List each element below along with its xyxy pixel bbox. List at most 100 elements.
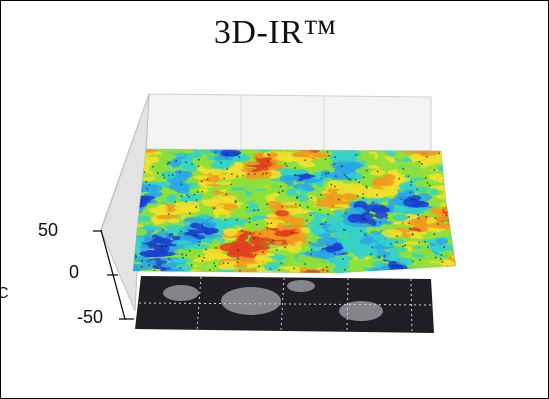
surface-speckle	[438, 152, 440, 155]
surface-patch	[443, 223, 455, 231]
surface-patch	[373, 234, 386, 242]
surface-patch	[448, 214, 456, 223]
surface-speckle	[386, 217, 388, 219]
surface-patch	[172, 157, 182, 166]
surface-speckle	[411, 233, 414, 235]
surface-patch	[435, 238, 449, 245]
surface-speckle	[443, 246, 445, 248]
surface-speckle	[327, 172, 330, 174]
surface-patch	[451, 222, 456, 227]
surface-speckle	[410, 184, 412, 186]
surface-patch	[441, 149, 455, 154]
surface-speckle	[342, 258, 344, 260]
surface-speckle	[237, 258, 240, 260]
surface-patch	[345, 161, 362, 170]
surface-patch	[210, 161, 231, 169]
surface-speckle	[284, 162, 287, 165]
surface-speckle	[269, 268, 272, 270]
surface-patch	[278, 230, 290, 237]
surface-speckle	[308, 241, 311, 244]
surface-speckle	[182, 256, 184, 259]
surface-patch	[319, 252, 332, 260]
surface-speckle	[348, 178, 350, 180]
surface-speckle	[203, 257, 205, 259]
surface-patch	[240, 168, 253, 173]
surface-patch	[436, 194, 452, 199]
surface-speckle	[253, 209, 256, 212]
surface-speckle	[341, 165, 343, 167]
surface-patch	[444, 154, 456, 162]
surface-patch	[158, 204, 168, 211]
surface-speckle	[272, 239, 274, 241]
surface-patch	[372, 158, 391, 167]
surface-patch	[171, 258, 191, 263]
surface-speckle	[343, 228, 345, 231]
surface-speckle	[310, 197, 313, 199]
surface-speckle	[365, 185, 367, 187]
surface-speckle	[224, 218, 227, 221]
surface-patch	[355, 268, 367, 273]
surface-patch	[317, 273, 335, 277]
surface-speckle	[167, 213, 170, 215]
surface-patch	[364, 158, 374, 163]
surface-patch	[267, 152, 279, 159]
surface-speckle	[279, 185, 282, 188]
surface-patch	[223, 217, 244, 226]
surface-speckle	[275, 249, 278, 251]
surface-patch	[166, 218, 181, 223]
surface-patch	[383, 173, 396, 181]
surface-speckle	[171, 174, 174, 176]
surface-patch	[232, 155, 251, 162]
surface-patch	[251, 251, 268, 256]
surface-patch	[405, 231, 428, 235]
surface-speckle	[223, 177, 225, 180]
surface-patch	[427, 161, 436, 166]
surface-patch	[370, 271, 383, 273]
surface-patch	[444, 168, 456, 176]
plate-highlight	[221, 287, 281, 315]
surface-patch	[153, 248, 166, 256]
surface-speckle	[161, 245, 163, 247]
surface-patch	[429, 206, 441, 215]
surface-patch	[276, 222, 285, 232]
surface-patch	[413, 200, 429, 209]
surface-speckle	[278, 191, 280, 194]
surface-patch	[440, 271, 456, 273]
surface-speckle	[333, 163, 336, 165]
surface-patch	[345, 156, 358, 163]
surface-patch	[413, 160, 422, 170]
surface-patch	[215, 181, 234, 185]
surface-speckle	[355, 154, 358, 156]
surface-speckle	[322, 269, 324, 271]
surface-patch	[428, 173, 444, 181]
surface-speckle	[201, 190, 203, 193]
surface-patch	[217, 264, 238, 271]
surface-patch	[188, 196, 203, 200]
surface-patch	[228, 212, 245, 216]
plate-highlight	[163, 285, 199, 301]
surface-speckle	[362, 218, 365, 220]
surface-patch	[156, 230, 170, 239]
surface-patch	[441, 269, 456, 273]
surface-speckle	[417, 217, 420, 220]
surface-patch	[171, 240, 192, 245]
z-tick-label: 50	[38, 220, 59, 240]
surface-patch	[312, 158, 334, 162]
surface-patch	[280, 266, 301, 270]
surface-speckle	[267, 153, 269, 155]
surface-speckle	[378, 256, 381, 259]
surface-patch	[299, 161, 315, 168]
surface-patch	[386, 254, 398, 262]
surface-speckle	[175, 160, 177, 162]
surface-speckle	[325, 221, 327, 223]
surface-speckle	[410, 181, 413, 183]
surface-patch	[174, 271, 184, 273]
surface-speckle	[284, 246, 286, 249]
surface-speckle	[326, 266, 328, 268]
surface-speckle	[180, 183, 183, 186]
surface-patch	[328, 194, 344, 201]
surface-patch	[164, 224, 184, 230]
surface-speckle	[330, 183, 333, 186]
surface-speckle	[362, 176, 365, 178]
surface-speckle	[149, 259, 152, 261]
